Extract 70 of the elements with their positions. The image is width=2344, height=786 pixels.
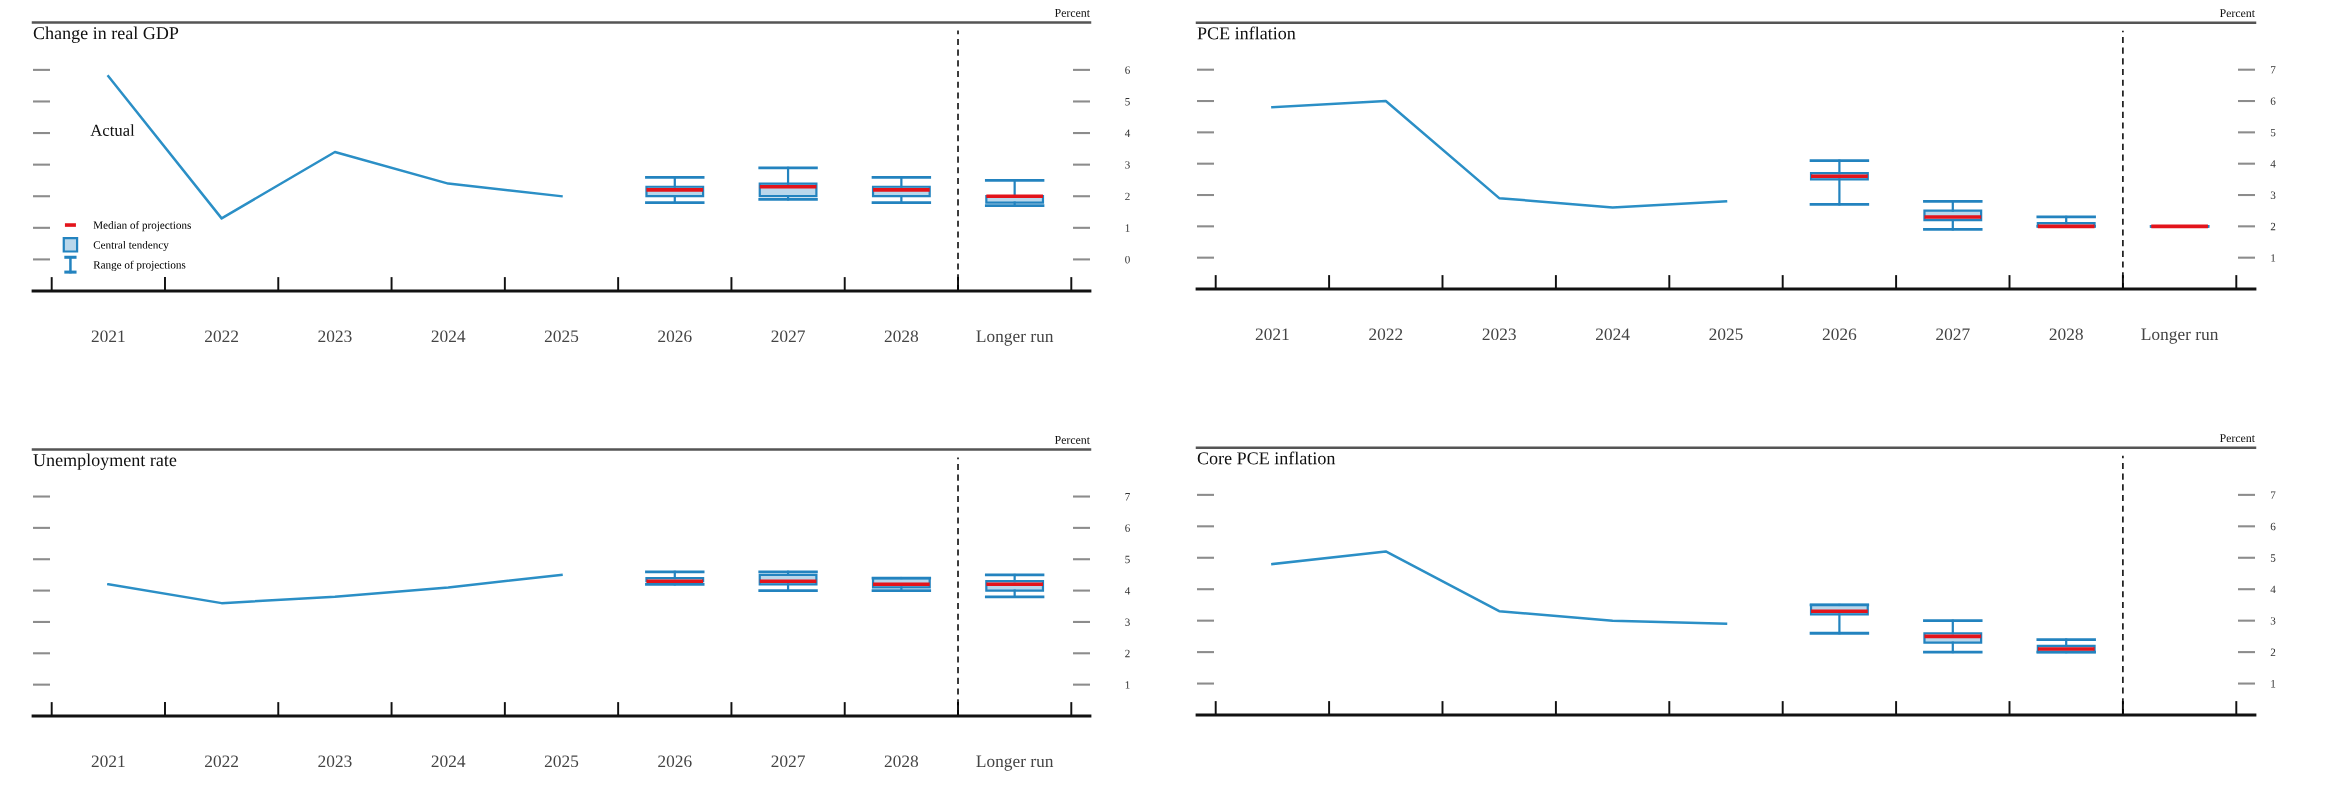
y-tick-label: 3 xyxy=(1125,618,1130,626)
line-series xyxy=(1271,550,1728,626)
y-tick-label: 7 xyxy=(1125,493,1130,501)
y-tick-label: 3 xyxy=(1125,161,1130,169)
annotation: Median of projections xyxy=(93,220,191,232)
x-tick-label: 2021 xyxy=(1255,328,1289,341)
y-tick-label: 2 xyxy=(2270,648,2276,656)
x-tick-label: 2024 xyxy=(431,755,466,768)
y-tick-label: 6 xyxy=(2270,97,2276,105)
y-tick-label: 5 xyxy=(1125,555,1130,564)
chart-title: Unemployment rate xyxy=(33,453,177,470)
x-tick-label: 2024 xyxy=(431,330,466,343)
x-tick-label: 2021 xyxy=(91,330,125,343)
line-series xyxy=(1271,99,1728,209)
y-tick-label: 1 xyxy=(1125,681,1130,689)
y-tick-label: 4 xyxy=(2270,585,2276,594)
y-tick-label: 4 xyxy=(1124,587,1131,595)
x-tick-label: 2022 xyxy=(205,330,239,343)
y-tick-label: 1 xyxy=(2271,680,2276,688)
x-tick-label: 2027 xyxy=(771,755,805,768)
x-tick-label: 2025 xyxy=(544,330,579,343)
x-tick-label: Longer run xyxy=(976,330,1054,346)
x-tick-label: 2024 xyxy=(1596,328,1630,341)
x-tick-label: 2021 xyxy=(91,755,125,768)
y-tick-label: 1 xyxy=(1125,224,1130,232)
y-tick-label: 2 xyxy=(2270,222,2276,231)
y-axis-title: Percent xyxy=(1054,9,1090,17)
x-tick-label: 2026 xyxy=(1822,328,1857,341)
x-tick-label: 2025 xyxy=(1709,328,1743,341)
x-tick-label: 2022 xyxy=(205,755,239,768)
x-tick-label: 2026 xyxy=(658,330,692,343)
annotation: Central tendency xyxy=(93,240,169,252)
y-tick-label: 7 xyxy=(2271,66,2276,74)
y-tick-label: 0 xyxy=(1125,255,1130,264)
x-tick-label: Longer run xyxy=(976,755,1054,771)
y-tick-label: 5 xyxy=(1125,98,1130,106)
x-tick-label: 2027 xyxy=(771,330,805,343)
chart-title: Core PCE inflation xyxy=(1197,451,1336,465)
annotation: Range of projections xyxy=(93,260,186,271)
x-tick-label: Longer run xyxy=(2141,328,2219,344)
y-axis-title: Percent xyxy=(2219,9,2255,18)
x-tick-label: 2023 xyxy=(1482,328,1516,341)
y-tick-label: 6 xyxy=(1125,66,1130,74)
x-tick-label: 2025 xyxy=(544,755,579,768)
chart-title: PCE inflation xyxy=(1197,26,1296,40)
y-tick-label: 2 xyxy=(1125,192,1130,201)
y-axis-title: Percent xyxy=(2219,434,2255,443)
x-tick-label: 2028 xyxy=(2049,328,2083,341)
series-label: Actual xyxy=(90,124,135,136)
x-tick-label: 2027 xyxy=(1936,328,1970,341)
y-tick-label: 4 xyxy=(2270,160,2276,168)
x-tick-label: 2023 xyxy=(318,755,352,768)
y-axis-title: Percent xyxy=(1054,436,1090,444)
y-tick-label: 5 xyxy=(2270,128,2276,137)
y-tick-label: 1 xyxy=(2271,254,2276,262)
x-tick-label: 2026 xyxy=(658,755,692,768)
x-tick-label: 2028 xyxy=(884,330,919,343)
y-tick-label: 3 xyxy=(2270,191,2276,199)
y-tick-label: 4 xyxy=(1124,129,1131,137)
x-tick-label: 2023 xyxy=(318,330,352,343)
line-series xyxy=(107,573,563,605)
y-tick-label: 6 xyxy=(1125,524,1130,532)
y-tick-label: 2 xyxy=(1125,649,1130,658)
y-tick-label: 6 xyxy=(2270,522,2276,531)
x-tick-label: 2022 xyxy=(1369,328,1403,341)
chart-title: Change in real GDP xyxy=(33,26,179,43)
x-tick-label: 2028 xyxy=(884,755,919,768)
y-tick-label: 3 xyxy=(2270,617,2276,625)
y-tick-label: 7 xyxy=(2271,491,2276,499)
y-tick-label: 5 xyxy=(2270,554,2276,562)
